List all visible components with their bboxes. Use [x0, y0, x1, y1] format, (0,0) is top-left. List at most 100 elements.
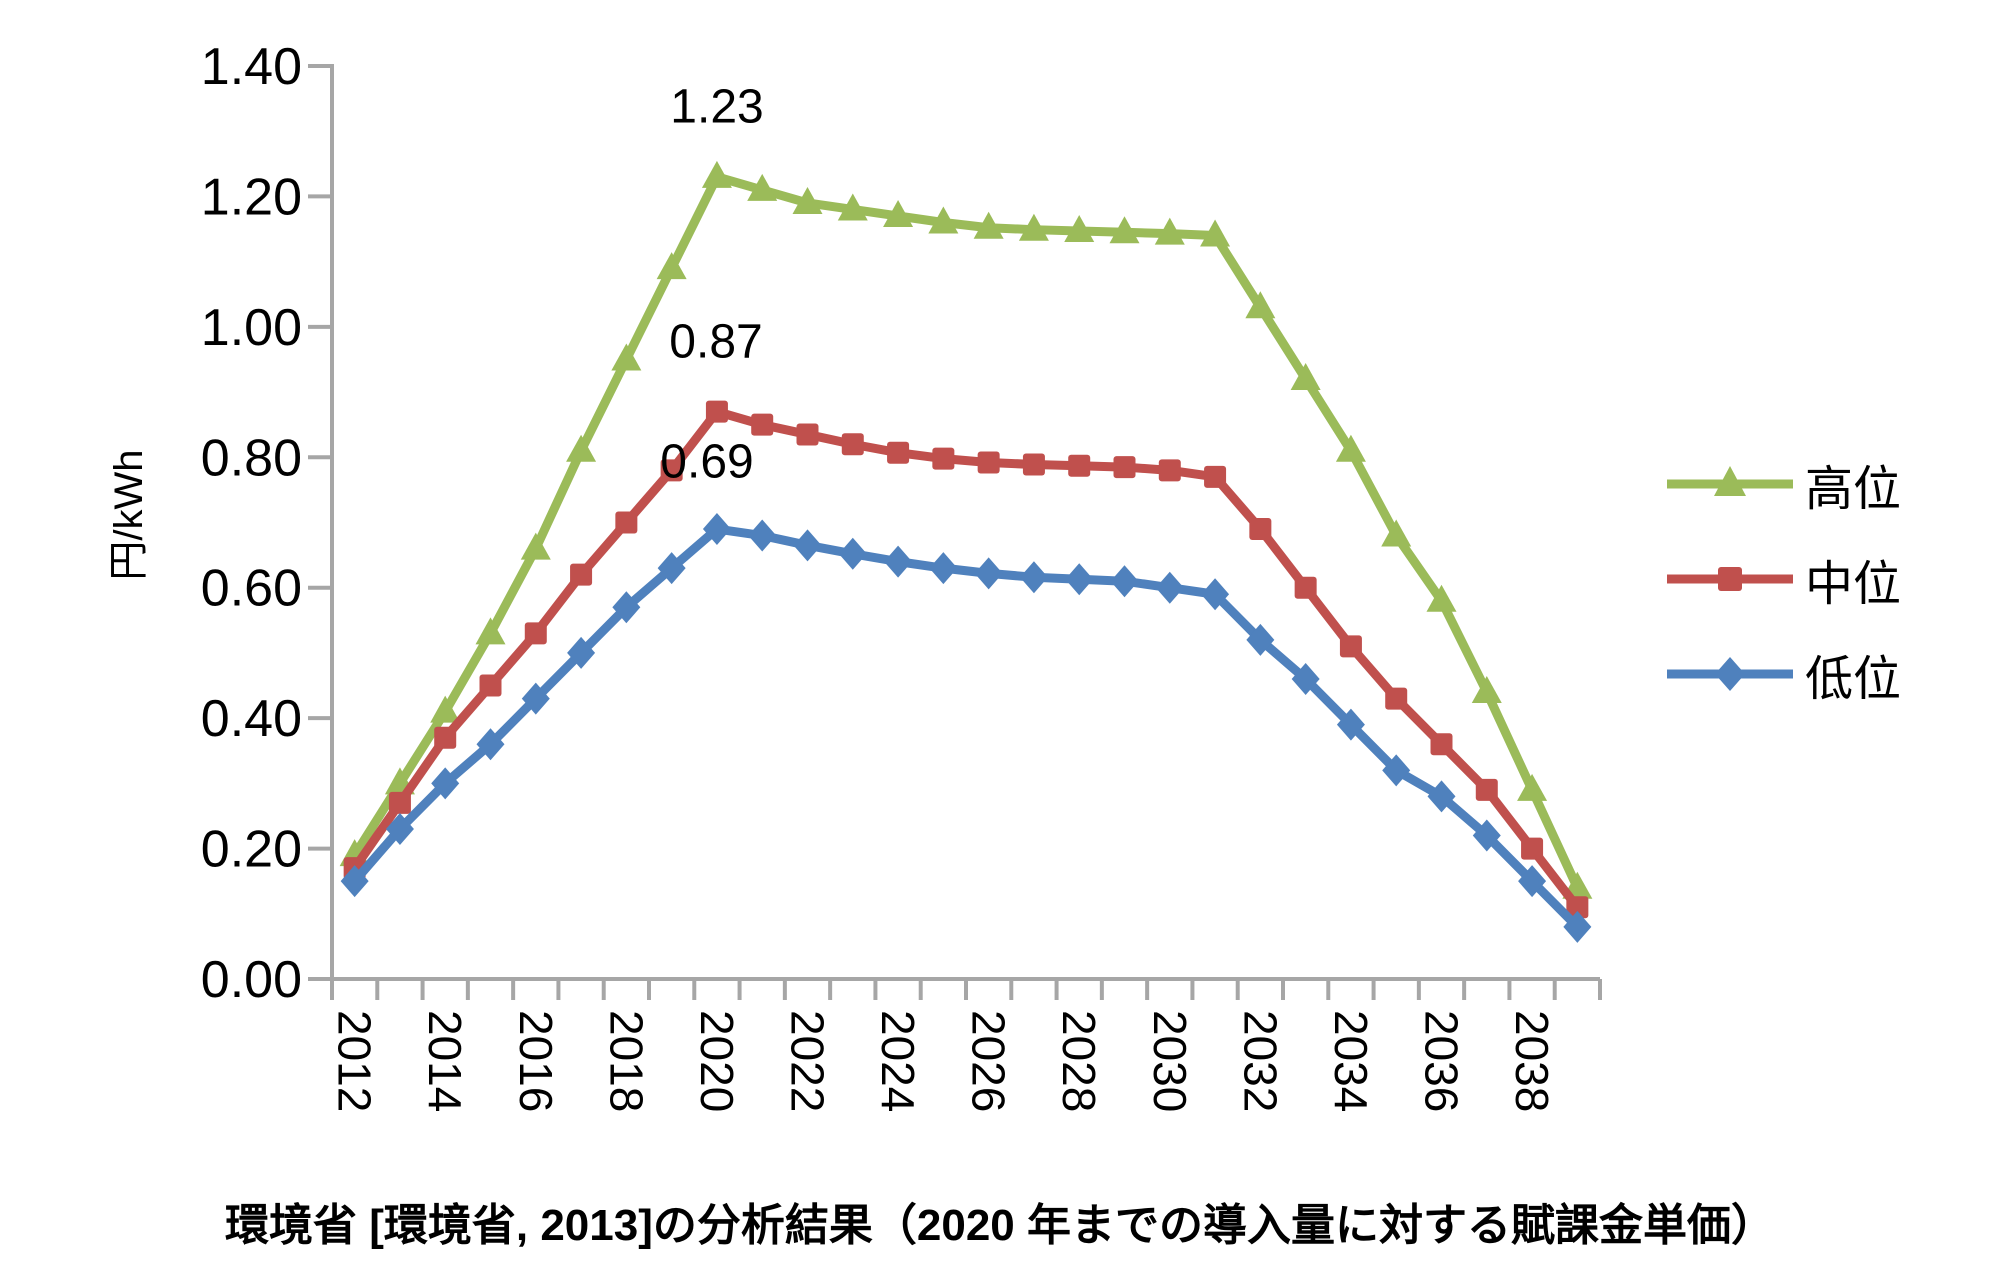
- series-marker-high: [1064, 214, 1095, 242]
- y-tick-label: 0.60: [201, 560, 302, 618]
- series-marker-high: [1471, 676, 1502, 704]
- series-marker-low: [1291, 663, 1320, 696]
- series-marker-low: [567, 636, 596, 669]
- series-marker-low: [884, 545, 913, 578]
- series-marker-mid: [660, 459, 683, 482]
- diamond-marker-icon: [1715, 656, 1745, 691]
- square-marker-icon: [1718, 566, 1742, 591]
- series-marker-low: [1246, 623, 1275, 656]
- triangle-marker-icon: [1714, 465, 1746, 496]
- legend-item-high: 高位: [1665, 455, 1901, 516]
- x-tick-label: 2026: [963, 1010, 1015, 1112]
- series-marker-mid: [1068, 454, 1091, 477]
- x-tick-label: 2022: [782, 1010, 834, 1112]
- series-marker-high: [1245, 291, 1276, 319]
- y-tick-label: 1.40: [201, 38, 302, 96]
- series-marker-high: [973, 211, 1004, 239]
- series-marker-mid: [1158, 459, 1181, 482]
- y-tick-label: 0.20: [201, 821, 302, 879]
- y-axis-title: 円/kWh: [107, 449, 151, 581]
- series-marker-high: [1018, 213, 1049, 241]
- series-marker-mid: [1521, 837, 1544, 860]
- series-marker-low: [1065, 563, 1094, 596]
- x-tick-label: 2038: [1506, 1010, 1558, 1112]
- series-marker-high: [1109, 216, 1140, 244]
- chart-caption: 環境省 [環境省, 2013]の分析結果（2020 年までの導入量に対する賦課金…: [225, 1201, 1775, 1250]
- legend-label-mid: 中位: [1805, 557, 1902, 611]
- legend-label-low: 低位: [1805, 652, 1902, 706]
- y-tick-label: 0.40: [201, 690, 302, 748]
- y-tick-label: 0.80: [201, 429, 302, 487]
- series-marker-mid: [1339, 635, 1362, 658]
- x-tick-label: 2034: [1325, 1010, 1377, 1112]
- series-marker-mid: [388, 791, 411, 814]
- x-tick-label: 2014: [419, 1010, 471, 1112]
- series-marker-mid: [1022, 453, 1045, 476]
- series-marker-high: [611, 343, 642, 371]
- series-marker-mid: [705, 400, 728, 423]
- series-marker-mid: [977, 451, 1000, 474]
- series-marker-low: [748, 519, 777, 552]
- x-tick-label: 2032: [1234, 1010, 1286, 1112]
- series-marker-low: [974, 557, 1003, 590]
- legend-swatch-mid: [1667, 566, 1793, 591]
- series-marker-low: [1110, 565, 1139, 598]
- series-marker-mid: [524, 622, 547, 645]
- series-marker-low: [657, 552, 686, 585]
- series-marker-high: [837, 193, 868, 221]
- series-marker-low: [1336, 708, 1365, 741]
- series-marker-low: [702, 513, 731, 546]
- series-marker-high: [1335, 434, 1366, 462]
- series-marker-high: [1290, 363, 1321, 391]
- series-marker-high: [430, 695, 461, 723]
- series-line-mid: [350, 407, 1582, 912]
- x-tick-label: 2020: [691, 1010, 743, 1112]
- series-marker-low: [1563, 910, 1592, 943]
- series-marker-high: [1517, 773, 1548, 801]
- series-marker-high: [566, 434, 597, 462]
- y-tick-label: 1.20: [201, 168, 302, 226]
- series-marker-low: [385, 813, 414, 846]
- series-marker-mid: [479, 674, 502, 697]
- series-line-high: [350, 172, 1582, 893]
- series-marker-low: [521, 682, 550, 715]
- x-tick-label: 2030: [1144, 1010, 1196, 1112]
- series-marker-high: [883, 199, 914, 227]
- y-tick-label: 1.00: [201, 299, 302, 357]
- series-marker-low: [1019, 561, 1048, 594]
- series-marker-mid: [1475, 778, 1498, 801]
- series-marker-mid: [615, 511, 638, 534]
- series-marker-low: [1382, 754, 1411, 787]
- x-tick-label: 2028: [1053, 1010, 1105, 1112]
- series-marker-mid: [1385, 687, 1408, 710]
- series-marker-low: [1427, 780, 1456, 813]
- data-label-mid-peak: 0.87: [669, 315, 763, 369]
- y-tick-label: 0.00: [201, 951, 302, 1009]
- series-marker-low: [793, 529, 822, 562]
- x-tick-label: 2036: [1416, 1010, 1468, 1112]
- series-marker-low: [1201, 578, 1230, 611]
- series-marker-mid: [751, 413, 774, 436]
- series-marker-mid: [1204, 465, 1227, 488]
- x-tick-label: 2018: [600, 1010, 652, 1112]
- series-marker-mid: [1430, 733, 1453, 756]
- series-marker-mid: [1294, 576, 1317, 599]
- series-marker-low: [1155, 571, 1184, 604]
- legend-item-mid: 中位: [1665, 550, 1901, 611]
- series-marker-low: [1518, 865, 1547, 898]
- series-marker-mid: [796, 423, 819, 446]
- legend: 高位 中位 低位: [1665, 455, 1901, 706]
- series-marker-high: [928, 206, 959, 234]
- series-marker-low: [838, 537, 867, 570]
- x-tick-label: 2012: [329, 1010, 381, 1112]
- legend-swatch-high: [1667, 465, 1793, 496]
- series-marker-low: [431, 767, 460, 800]
- data-label-high-peak: 1.23: [670, 80, 764, 134]
- series-marker-high: [792, 186, 823, 214]
- data-label-low-peak: 0.69: [660, 435, 754, 489]
- series-marker-high: [1426, 584, 1457, 612]
- series-marker-low: [1472, 819, 1501, 852]
- series-marker-low: [612, 591, 641, 624]
